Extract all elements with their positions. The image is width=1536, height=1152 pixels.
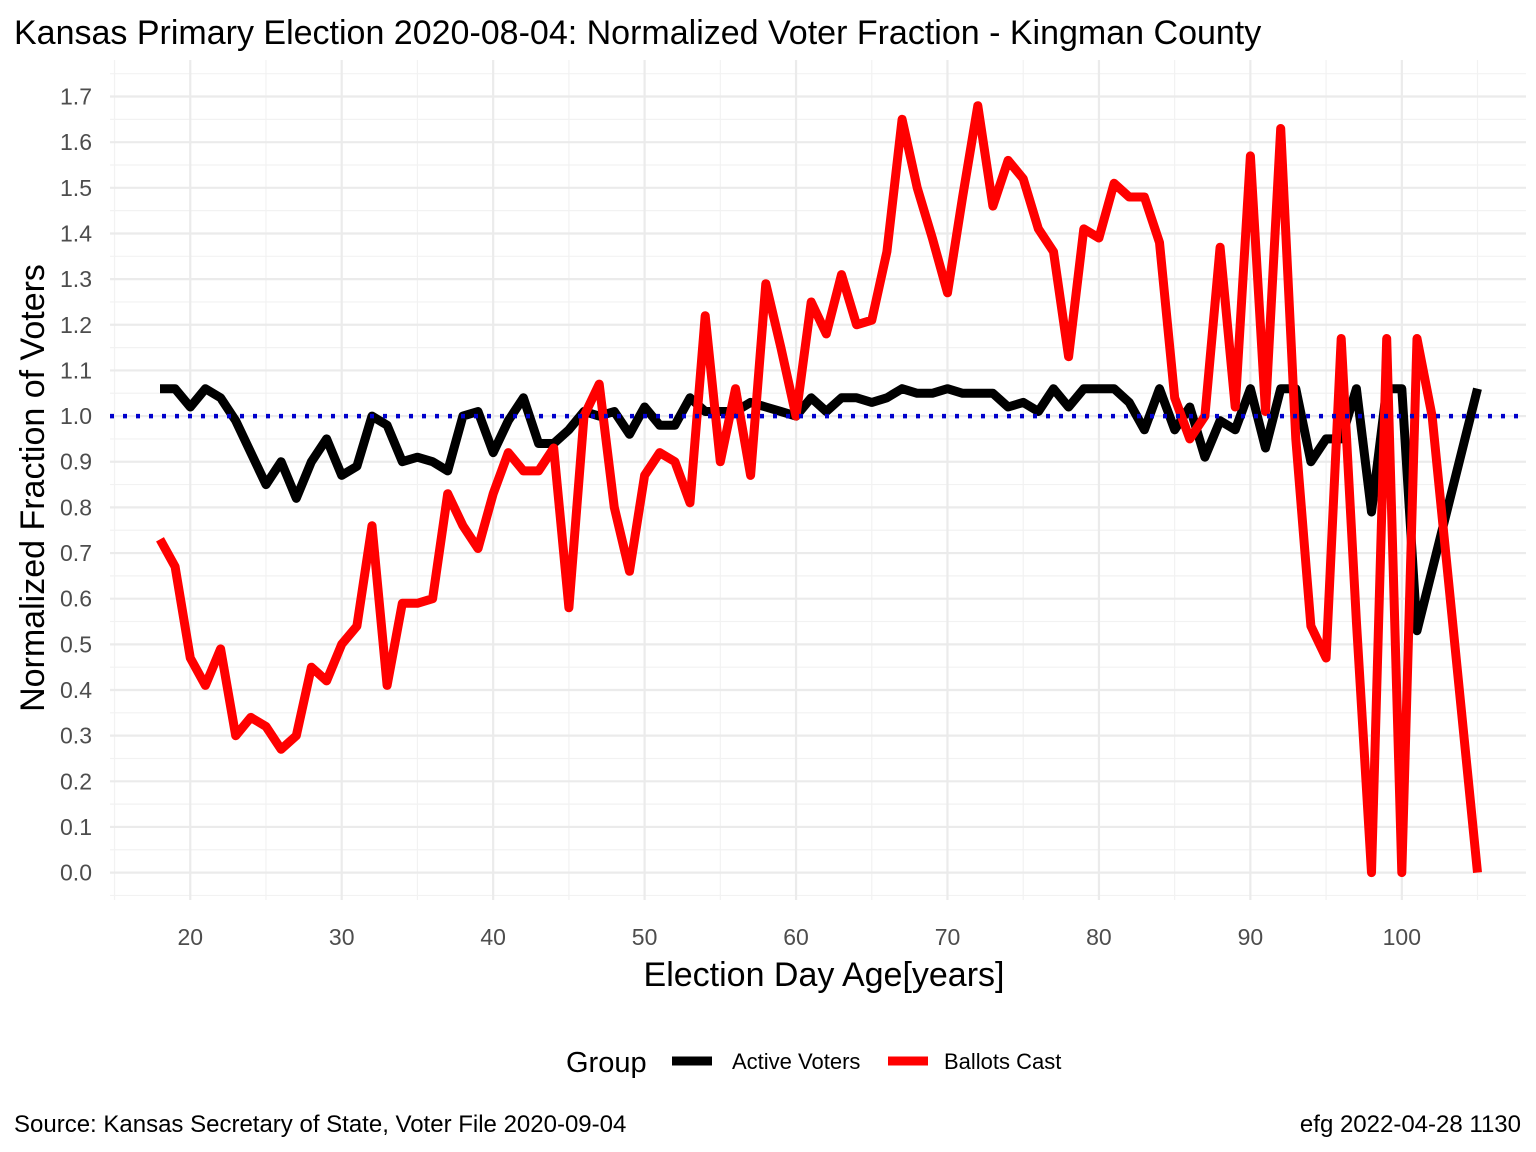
chart-title: Kansas Primary Election 2020-08-04: Norm… [14, 14, 1261, 52]
x-tick-label: 80 [1086, 924, 1112, 950]
y-tick-label: 0.7 [60, 540, 92, 566]
x-tick-label: 90 [1238, 924, 1264, 950]
y-axis-ticks: 0.0 0.1 0.2 0.3 0.4 0.5 0.6 0.7 0.8 0.9 1.0 1.1 1.2 1… [60, 84, 92, 886]
x-axis-title: Election Day Age[years] [644, 956, 1005, 994]
y-tick-label: 1.5 [60, 175, 92, 201]
x-tick-label: 50 [632, 924, 658, 950]
x-tick-label: 100 [1383, 924, 1421, 950]
caption-credit: efg 2022-04-28 1130 [1300, 1111, 1521, 1138]
x-tick-label: 60 [783, 924, 809, 950]
y-tick-label: 0.4 [60, 677, 92, 703]
legend-title: Group [566, 1047, 647, 1079]
grid-minor [110, 60, 1526, 900]
x-tick-label: 70 [935, 924, 961, 950]
y-tick-label: 0.0 [60, 860, 92, 886]
y-tick-label: 1.3 [60, 266, 92, 292]
legend: Group Active Voters Ballots Cast [566, 1047, 1061, 1079]
y-tick-label: 1.6 [60, 129, 92, 155]
y-tick-label: 0.9 [60, 449, 92, 475]
x-tick-label: 20 [177, 924, 203, 950]
y-tick-label: 1.1 [60, 357, 92, 383]
y-tick-label: 0.1 [60, 814, 92, 840]
y-tick-label: 1.4 [60, 220, 92, 246]
y-tick-label: 0.5 [60, 631, 92, 657]
x-axis-ticks: 20 30 40 50 60 70 80 90 100 [177, 924, 1421, 950]
x-tick-label: 40 [480, 924, 506, 950]
series-line-ballots-cast [156, 101, 1482, 878]
y-tick-label: 1.0 [60, 403, 92, 429]
y-tick-label: 0.6 [60, 586, 92, 612]
x-tick-label: 30 [329, 924, 355, 950]
caption-source: Source: Kansas Secretary of State, Voter… [14, 1111, 626, 1138]
y-axis-title: Normalized Fraction of Voters [14, 264, 52, 712]
y-tick-label: 0.8 [60, 494, 92, 520]
y-tick-label: 0.3 [60, 723, 92, 749]
legend-label-active-voters: Active Voters [732, 1049, 860, 1074]
y-tick-label: 1.2 [60, 312, 92, 338]
y-tick-label: 0.2 [60, 768, 92, 794]
y-tick-label: 1.7 [60, 84, 92, 110]
legend-label-ballots-cast: Ballots Cast [944, 1049, 1061, 1074]
